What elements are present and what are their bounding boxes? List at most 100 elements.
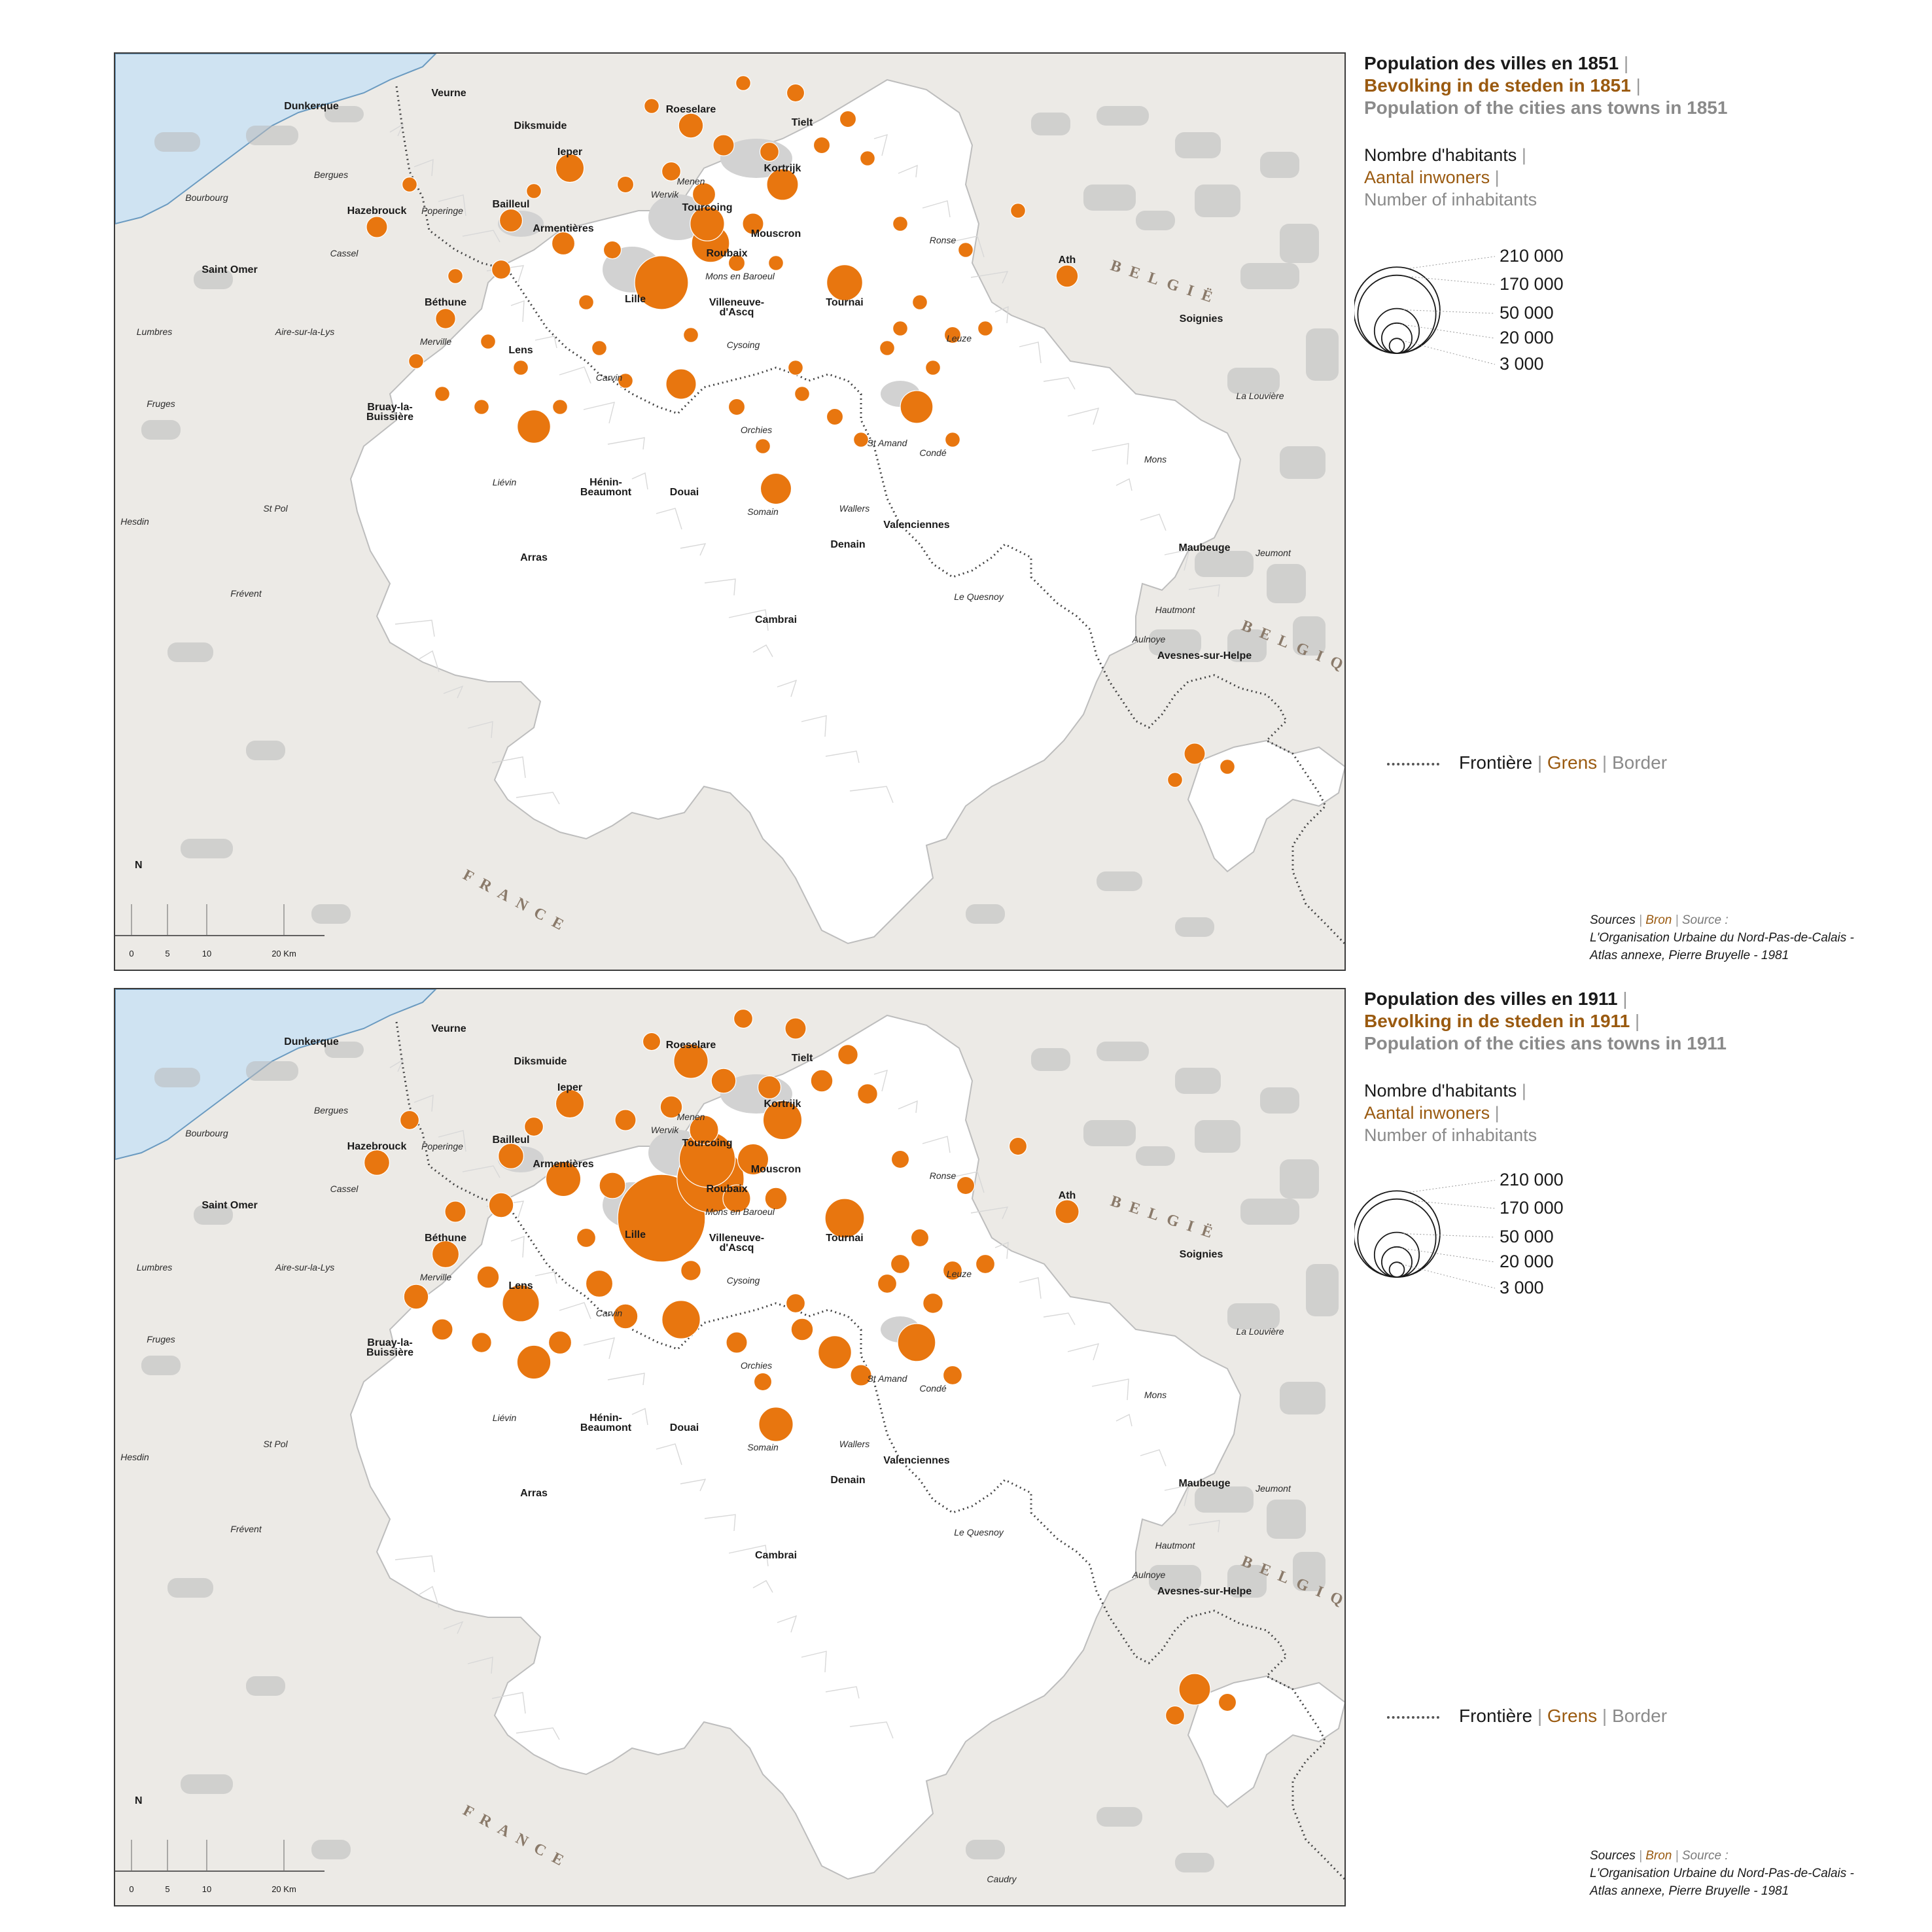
place-label-ieper: Ieper <box>557 147 582 158</box>
city-marker-hazebrouck <box>366 216 388 238</box>
city-marker-lille <box>634 255 689 310</box>
place-label-ath: Ath <box>1059 1190 1076 1201</box>
place-label-bruay2: Buissière <box>366 412 413 423</box>
town-marker <box>786 83 805 103</box>
place-label-roeselare: Roeselare <box>666 104 716 115</box>
city-marker-maubeuge <box>1178 1673 1211 1706</box>
place-label-cassel: Cassel <box>330 248 359 258</box>
place-label-bergues: Bergues <box>314 1105 348 1115</box>
place-label-veurne: Veurne <box>431 1023 466 1034</box>
place-label-st_amand: St Amand <box>868 1373 908 1384</box>
town-marker <box>853 432 869 448</box>
town-marker <box>480 334 496 349</box>
town-marker <box>711 1068 737 1094</box>
country-label-france: FRANCE <box>460 1802 574 1873</box>
place-label-frevent: Frévent <box>230 588 262 599</box>
place-label-henin2: Beaumont <box>580 487 632 498</box>
town-marker <box>680 1260 701 1281</box>
map-1851: BELGIËBELGIQUEFRANCEDunkerqueVeurneDiksm… <box>115 54 1344 958</box>
town-marker <box>975 1254 996 1274</box>
town-marker <box>1220 759 1235 775</box>
title-fr: Population des villes en 1851 <box>1364 53 1619 73</box>
place-label-armentieres: Armentières <box>533 1159 593 1170</box>
place-label-wervik: Wervik <box>651 189 680 200</box>
place-label-valenciennes: Valenciennes <box>883 1455 949 1466</box>
svg-text:5: 5 <box>165 1884 169 1894</box>
town-marker <box>839 110 857 128</box>
town-marker <box>860 150 875 166</box>
place-label-frevent: Frévent <box>230 1524 262 1534</box>
north-arrow: N <box>135 860 143 871</box>
city-marker-armentieres <box>551 231 576 256</box>
border-line-icon <box>1387 1715 1439 1719</box>
place-label-lumbres: Lumbres <box>137 1262 172 1273</box>
scale-bar: 0 5 10 20 Km <box>115 1840 325 1894</box>
city-marker-bethune <box>435 308 456 329</box>
place-label-bruay: Bruay-la- <box>367 1337 412 1348</box>
place-label-henin2: Beaumont <box>580 1422 632 1433</box>
legend-circle <box>1357 274 1437 354</box>
place-label-bailleul: Bailleul <box>493 199 530 210</box>
place-label-jeumont: Jeumont <box>1255 1483 1291 1494</box>
place-label-st_pol: St Pol <box>263 1439 288 1449</box>
place-label-fruges: Fruges <box>147 398 175 409</box>
place-label-lievin: Liévin <box>493 477 517 487</box>
place-label-bourbourg: Bourbourg <box>185 1128 228 1138</box>
legend-size-label: 50 000 <box>1500 1227 1554 1246</box>
town-marker <box>474 399 489 415</box>
town-marker <box>768 255 784 271</box>
place-label-st_amand: St Amand <box>868 438 908 448</box>
town-marker <box>448 268 463 284</box>
title-nl: Bevolking in de steden in 1911 <box>1364 1011 1630 1031</box>
town-marker <box>922 1293 943 1314</box>
svg-text:20 Km: 20 Km <box>272 949 296 958</box>
place-label-ronse: Ronse <box>930 235 957 245</box>
place-label-carvin: Carvin <box>596 1308 623 1318</box>
sources-1851: Sources | Bron | Source : L'Organisation… <box>1590 913 1854 962</box>
place-label-jeumont: Jeumont <box>1255 548 1291 558</box>
town-marker <box>759 141 780 162</box>
place-label-fruges: Fruges <box>147 1334 175 1344</box>
inhabitants-fr: Nombre d'habitants <box>1364 1081 1517 1100</box>
place-label-conde: Condé <box>919 1383 946 1394</box>
country-label-france: FRANCE <box>460 866 574 938</box>
town-marker <box>548 1330 572 1355</box>
legend-1851: Population des villes en 1851 | Bevolkin… <box>1364 53 1728 209</box>
town-marker <box>892 216 908 232</box>
place-label-avesnes: Avesnes-sur-Helpe <box>1157 1586 1252 1597</box>
place-label-menen: Menen <box>677 176 705 186</box>
svg-text:0: 0 <box>129 949 133 958</box>
title-en: Population of the cities ans towns in 19… <box>1364 1033 1727 1053</box>
city-marker-douai <box>665 368 697 400</box>
town-marker <box>712 134 735 156</box>
place-label-lens: Lens <box>508 1280 533 1291</box>
place-label-cambrai: Cambrai <box>755 1550 797 1561</box>
place-label-aulnoye: Aulnoye <box>1132 634 1166 644</box>
place-label-tourcoing: Tourcoing <box>682 202 732 213</box>
town-marker <box>585 1269 614 1298</box>
place-label-diksmuide: Diksmuide <box>514 120 567 132</box>
place-label-wallers: Wallers <box>839 503 869 514</box>
place-label-lievin: Liévin <box>493 1413 517 1423</box>
place-label-bethune: Béthune <box>425 297 466 308</box>
town-marker <box>576 1227 597 1248</box>
town-marker <box>431 1318 453 1341</box>
legend-size-label: 170 000 <box>1500 274 1564 294</box>
place-label-aire: Aire-sur-la-Lys <box>275 1262 335 1273</box>
place-label-soignies: Soignies <box>1180 313 1223 325</box>
legend-size-label: 3 000 <box>1500 1278 1544 1297</box>
legend-size-label: 210 000 <box>1500 1170 1564 1189</box>
legend-1911: Population des villes en 1911 | Bevolkin… <box>1364 989 1727 1145</box>
place-label-lumbres: Lumbres <box>137 326 172 337</box>
town-marker <box>644 98 659 114</box>
place-label-armentieres: Armentières <box>533 223 593 234</box>
place-label-hazebrouck: Hazebrouck <box>347 205 407 217</box>
legend-size-label: 3 000 <box>1500 354 1544 374</box>
place-label-bergues: Bergues <box>314 169 348 180</box>
place-label-soignies: Soignies <box>1180 1249 1223 1260</box>
town-marker <box>890 1150 910 1169</box>
place-label-conde: Condé <box>919 448 946 458</box>
place-label-douai: Douai <box>670 1422 699 1433</box>
place-label-caudry: Caudry <box>987 1874 1017 1884</box>
title-fr: Population des villes en 1911 <box>1364 989 1618 1009</box>
